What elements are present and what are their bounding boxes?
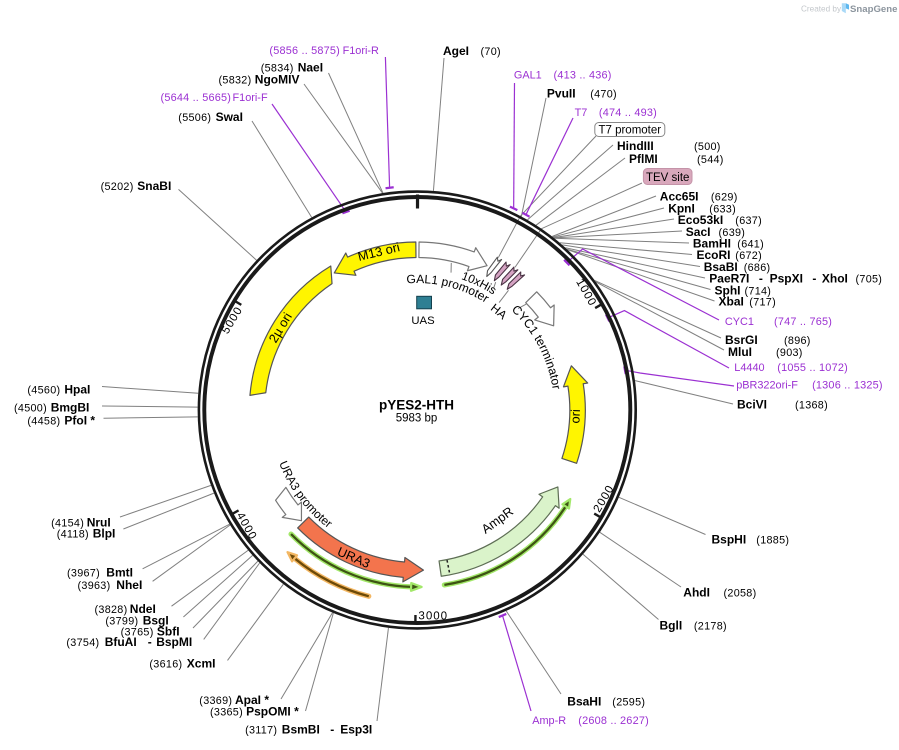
- svg-text:(3963): (3963): [78, 580, 111, 592]
- svg-text:(3828): (3828): [95, 604, 128, 616]
- svg-text:-: -: [812, 272, 816, 286]
- svg-text:(70): (70): [481, 46, 501, 58]
- svg-text:GAL1: GAL1: [514, 70, 542, 82]
- svg-text:(3616): (3616): [149, 659, 182, 671]
- svg-text:SnaBI: SnaBI: [137, 179, 171, 193]
- svg-text:(903): (903): [776, 347, 803, 359]
- svg-text:F1ori-F: F1ori-F: [233, 92, 268, 104]
- svg-text:(1368): (1368): [795, 400, 828, 412]
- svg-text:NheI: NheI: [116, 578, 142, 592]
- svg-text:PfoI *: PfoI *: [64, 414, 95, 428]
- svg-text:(1306 .. 1325): (1306 .. 1325): [812, 380, 883, 392]
- svg-text:(5832): (5832): [219, 75, 252, 87]
- svg-text:BmgBI: BmgBI: [51, 401, 90, 415]
- svg-text:-: -: [330, 723, 334, 737]
- svg-text:(2178): (2178): [694, 621, 727, 633]
- svg-text:(3365): (3365): [210, 707, 243, 719]
- svg-text:PflMI: PflMI: [629, 152, 658, 166]
- svg-text:Created by: Created by: [801, 5, 842, 14]
- svg-text:(4500): (4500): [14, 403, 47, 415]
- svg-text:(3754): (3754): [66, 637, 99, 649]
- svg-text:-: -: [759, 272, 763, 286]
- svg-text:SwaI: SwaI: [216, 110, 243, 124]
- svg-text:PspOMI *: PspOMI *: [246, 705, 299, 719]
- svg-text:TEV site: TEV site: [646, 172, 689, 184]
- svg-text:(474 .. 493): (474 .. 493): [599, 107, 657, 119]
- svg-text:NaeI: NaeI: [298, 61, 323, 75]
- svg-text:(641): (641): [737, 239, 764, 251]
- svg-text:(637): (637): [735, 215, 762, 227]
- svg-text:ori: ori: [567, 409, 583, 424]
- svg-text:T7: T7: [575, 107, 588, 119]
- svg-text:(3967): (3967): [67, 568, 100, 580]
- svg-text:XcmI: XcmI: [187, 657, 216, 671]
- svg-text:(629): (629): [711, 192, 738, 204]
- svg-text:(705): (705): [856, 274, 883, 286]
- svg-text:(1055 .. 1072): (1055 .. 1072): [777, 362, 848, 374]
- svg-text:BfuAI: BfuAI: [105, 635, 137, 649]
- svg-text:BspHI: BspHI: [712, 533, 747, 547]
- svg-text:(5644 .. 5665): (5644 .. 5665): [161, 92, 232, 104]
- svg-text:HindIII: HindIII: [617, 139, 654, 153]
- svg-text:(2608 .. 2627): (2608 .. 2627): [578, 715, 649, 727]
- svg-text:(3369): (3369): [199, 695, 232, 707]
- svg-text:(717): (717): [749, 297, 776, 309]
- svg-text:3000: 3000: [418, 610, 448, 622]
- svg-text:(5856 .. 5875): (5856 .. 5875): [269, 45, 340, 57]
- svg-text:BspMI: BspMI: [156, 635, 192, 649]
- svg-text:T7 promoter: T7 promoter: [598, 125, 661, 137]
- svg-text:(2595): (2595): [612, 697, 645, 709]
- svg-text:SnapGene: SnapGene: [850, 4, 897, 15]
- svg-text:pYES2-HTH: pYES2-HTH: [379, 398, 454, 413]
- svg-text:HpaI: HpaI: [64, 382, 90, 396]
- svg-text:(747 .. 765): (747 .. 765): [774, 316, 832, 328]
- svg-text:Amp-R: Amp-R: [532, 715, 566, 727]
- svg-text:(500): (500): [694, 141, 721, 153]
- svg-text:(4458): (4458): [27, 416, 60, 428]
- svg-text:(4560): (4560): [27, 384, 60, 396]
- svg-text:(672): (672): [735, 250, 762, 262]
- svg-text:AgeI: AgeI: [443, 44, 469, 58]
- svg-text:F1ori-R: F1ori-R: [343, 45, 379, 57]
- svg-text:BsmBI: BsmBI: [282, 723, 320, 737]
- svg-text:(5202): (5202): [101, 181, 134, 193]
- svg-text:MluI: MluI: [728, 345, 752, 359]
- svg-text:(544): (544): [697, 154, 724, 166]
- svg-text:L4440: L4440: [734, 362, 764, 374]
- svg-text:Esp3I: Esp3I: [340, 723, 372, 737]
- svg-text:(896): (896): [784, 335, 811, 347]
- svg-text:(470): (470): [590, 89, 617, 101]
- svg-text:(413 .. 436): (413 .. 436): [554, 70, 612, 82]
- svg-text:(4118): (4118): [57, 529, 89, 541]
- svg-text:XhoI: XhoI: [822, 272, 848, 286]
- svg-text:BsaHI: BsaHI: [567, 695, 601, 709]
- svg-text:CYC1: CYC1: [725, 316, 754, 328]
- svg-text:(2058): (2058): [724, 588, 757, 600]
- svg-text:(1885): (1885): [756, 535, 789, 547]
- svg-text:BglI: BglI: [660, 619, 683, 633]
- svg-text:(5506): (5506): [178, 112, 211, 124]
- svg-text:NgoMIV: NgoMIV: [255, 73, 300, 87]
- svg-text:UAS: UAS: [411, 315, 435, 327]
- svg-text:BlpI: BlpI: [93, 527, 116, 541]
- svg-text:(3117): (3117): [245, 725, 277, 737]
- svg-text:pBR322ori-F: pBR322ori-F: [736, 380, 798, 392]
- svg-text:BciVI: BciVI: [737, 398, 767, 412]
- svg-text:XbaI: XbaI: [719, 295, 744, 309]
- svg-text:AhdI: AhdI: [683, 586, 710, 600]
- svg-text:5983 bp: 5983 bp: [396, 413, 438, 425]
- svg-text:PvuII: PvuII: [547, 87, 576, 101]
- svg-text:-: -: [148, 635, 152, 649]
- svg-text:PspXI: PspXI: [770, 272, 803, 286]
